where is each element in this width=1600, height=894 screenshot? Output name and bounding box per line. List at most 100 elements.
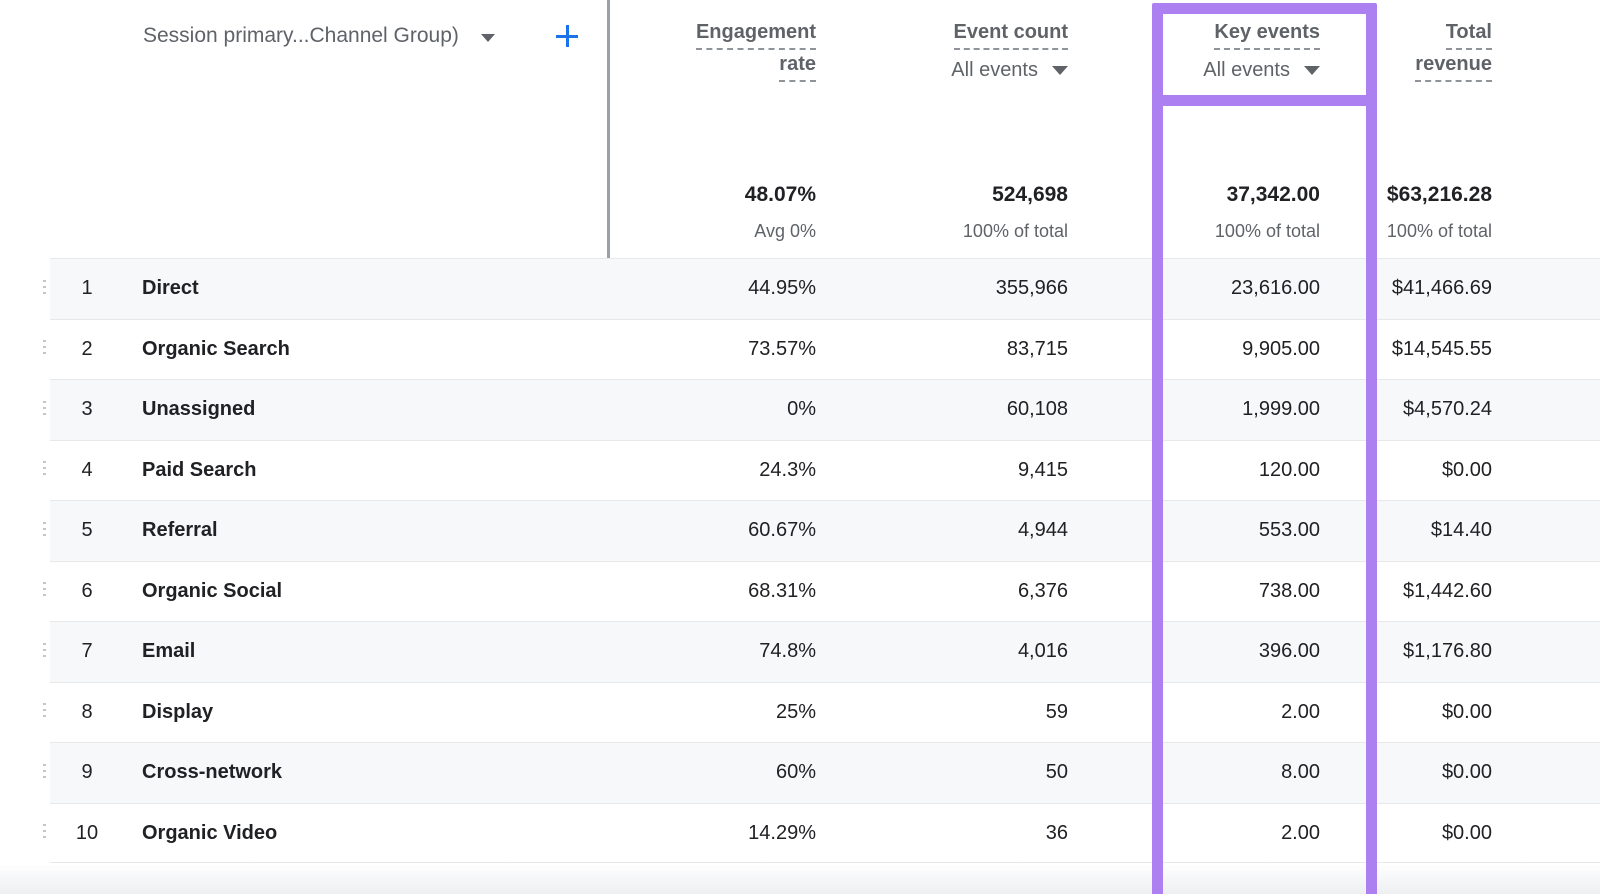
total-revenue-value: $14,545.55 — [1391, 337, 1492, 360]
row-index: 4 — [81, 458, 93, 481]
row-checkbox-fragment — [43, 703, 46, 722]
total-revenue-value: $1,176.80 — [1403, 640, 1492, 662]
column-title: Engagement — [695, 21, 816, 50]
table-row: 8 Display 25% 59 2.00 $0.00 — [43, 681, 1600, 742]
filter-label: All events — [1203, 59, 1290, 81]
table-row: 9 Cross-network 60% 50 8.00 $0.00 — [43, 742, 1600, 803]
table-row: 5 Referral 60.67% 4,944 553.00 $14.40 — [43, 500, 1600, 561]
channel-name: Cross-network — [142, 761, 283, 783]
total-revenue-value: $4,570.24 — [1403, 398, 1492, 420]
column-title: revenue — [1415, 53, 1492, 82]
column-title: Event count — [953, 21, 1068, 50]
event-count-value: 4,016 — [1017, 640, 1068, 662]
engagement-rate-value: 14.29% — [748, 821, 816, 844]
key-events-value: 738.00 — [1258, 579, 1320, 602]
event-count-value: 50 — [1045, 761, 1068, 783]
dimension-selector[interactable]: Session primary...Channel Group) — [143, 22, 495, 50]
table-row: 6 Organic Social 68.31% 6,376 738.00 $1,442.6… — [43, 560, 1600, 621]
total-subtext: Avg 0% — [754, 221, 816, 241]
total-revenue-value: $0.00 — [1441, 458, 1492, 481]
row-checkbox-fragment — [43, 461, 46, 480]
channel-name: Email — [142, 640, 196, 662]
row-checkbox-fragment — [43, 521, 46, 540]
event-count-value: 83,715 — [1006, 337, 1068, 360]
filter-label: All events — [951, 59, 1038, 81]
row-index: 10 — [75, 821, 99, 844]
table-row: 2 Organic Search 73.57% 83,715 9,905.00 $14,5… — [43, 318, 1600, 379]
total-value: 48.07% — [744, 183, 816, 206]
column-header-engagement-rate[interactable]: Engagement rate — [695, 21, 816, 85]
total-revenue-value: $41,466.69 — [1391, 277, 1492, 299]
total-subtext: 100% of total — [1386, 221, 1492, 241]
engagement-rate-value: 73.57% — [748, 337, 816, 360]
total-subtext: 100% of total — [1214, 221, 1320, 241]
column-header-event-count[interactable]: Event count All events — [951, 21, 1068, 82]
channel-name: Organic Social — [142, 579, 283, 602]
key-events-value: 553.00 — [1258, 519, 1320, 541]
row-checkbox-fragment — [43, 340, 46, 359]
engagement-rate-value: 24.3% — [759, 458, 816, 481]
dimension-label: Session primary...Channel Group) — [143, 24, 459, 47]
channel-name: Direct — [142, 277, 199, 299]
table-row: 10 Organic Video 14.29% 36 2.00 $0.00 — [43, 802, 1600, 863]
event-count-value: 9,415 — [1017, 458, 1068, 481]
column-title: Total — [1445, 21, 1492, 50]
engagement-rate-value: 44.95% — [748, 277, 816, 299]
key-events-value: 396.00 — [1258, 640, 1320, 662]
table-row: 4 Paid Search 24.3% 9,415 120.00 $0.00 — [43, 439, 1600, 500]
event-count-value: 36 — [1045, 821, 1068, 844]
key-events-value: 2.00 — [1281, 821, 1320, 844]
row-index: 9 — [81, 761, 93, 783]
chevron-down-icon — [1304, 66, 1320, 75]
total-value: $63,216.28 — [1386, 183, 1492, 206]
key-events-value: 9,905.00 — [1242, 337, 1320, 360]
engagement-rate-value: 60.67% — [748, 519, 816, 541]
row-index: 5 — [81, 519, 93, 541]
table-row: 3 Unassigned 0% 60,108 1,999.00 $4,570.24 — [43, 379, 1600, 440]
table-rows: 1 Direct 44.95% 355,966 23,616.00 $41,466.69 2… — [43, 258, 1600, 863]
event-count-value: 60,108 — [1006, 398, 1068, 420]
chevron-down-icon — [480, 34, 495, 42]
chevron-down-icon — [1052, 66, 1068, 75]
channel-name: Organic Video — [142, 821, 278, 844]
key-events-filter[interactable]: All events — [1203, 59, 1320, 82]
event-count-value: 6,376 — [1017, 579, 1068, 602]
engagement-rate-value: 25% — [775, 700, 816, 723]
column-title: rate — [779, 53, 816, 82]
total-revenue-value: $0.00 — [1441, 761, 1492, 783]
channel-name: Referral — [142, 519, 218, 541]
total-value: 37,342.00 — [1226, 183, 1320, 206]
column-title: Key events — [1214, 21, 1320, 50]
channel-name: Display — [142, 700, 214, 723]
column-header-total-revenue[interactable]: Total revenue — [1415, 21, 1492, 85]
total-revenue-value: $14.40 — [1430, 519, 1492, 541]
row-index: 6 — [81, 579, 93, 602]
event-count-value: 4,944 — [1017, 519, 1068, 541]
engagement-rate-value: 68.31% — [748, 579, 816, 602]
row-checkbox-fragment — [43, 823, 46, 842]
engagement-rate-value: 0% — [787, 398, 816, 420]
row-index: 3 — [81, 398, 93, 420]
key-events-value: 120.00 — [1258, 458, 1320, 481]
engagement-rate-value: 74.8% — [759, 640, 816, 662]
total-revenue-value: $0.00 — [1441, 700, 1492, 723]
add-dimension-button[interactable] — [556, 25, 578, 47]
key-events-value: 8.00 — [1281, 761, 1320, 783]
row-checkbox-fragment — [43, 582, 46, 601]
totals-key-events: 37,342.00 100% of total — [1215, 182, 1320, 242]
channel-name: Organic Search — [142, 337, 290, 360]
total-revenue-value: $1,442.60 — [1403, 579, 1492, 602]
row-checkbox-fragment — [43, 642, 46, 661]
column-header-key-events[interactable]: Key events All events — [1203, 21, 1320, 82]
total-revenue-value: $0.00 — [1441, 821, 1492, 844]
row-index: 7 — [81, 640, 93, 662]
key-events-value: 1,999.00 — [1242, 398, 1320, 420]
totals-event-count: 524,698 100% of total — [963, 182, 1068, 242]
row-checkbox-fragment — [43, 763, 46, 782]
table-row: 7 Email 74.8% 4,016 396.00 $1,176.80 — [43, 621, 1600, 682]
event-count-filter[interactable]: All events — [951, 59, 1068, 82]
channel-name: Unassigned — [142, 398, 256, 420]
key-events-value: 23,616.00 — [1231, 277, 1320, 299]
bottom-fade — [0, 863, 1600, 894]
